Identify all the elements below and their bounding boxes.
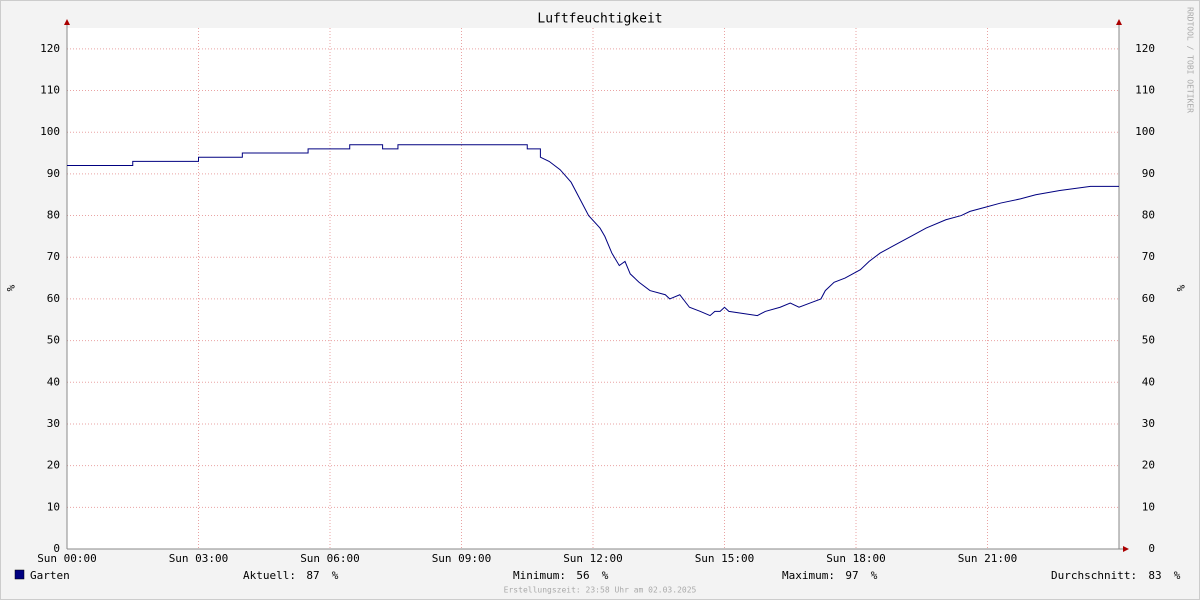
stat-unit: %: [871, 569, 878, 582]
stat-label: Aktuell:: [243, 569, 296, 582]
stat-label: Maximum:: [782, 569, 835, 582]
y-tick-label: 70: [47, 250, 60, 263]
y-tick-label: 80: [47, 209, 60, 222]
y2-tick-label: 40: [1142, 375, 1155, 388]
stat-value: 56: [576, 569, 589, 582]
plot-area: [67, 28, 1119, 549]
axis-arrow: [1123, 546, 1129, 552]
y-tick-label: 10: [47, 500, 60, 513]
x-tick-label: Sun 12:00: [563, 552, 623, 565]
x-tick-label: Sun 03:00: [169, 552, 229, 565]
y-axis-label: %: [4, 285, 17, 292]
y2-tick-label: 120: [1135, 42, 1155, 55]
y2-tick-label: 90: [1142, 167, 1155, 180]
y-tick-label: 20: [47, 459, 60, 472]
footer: Erstellungszeit: 23:58 Uhr am 02.03.2025: [504, 586, 697, 595]
y2-tick-label: 80: [1142, 209, 1155, 222]
watermark: RRDTOOL / TOBI OETIKER: [1186, 7, 1195, 113]
y-tick-label: 40: [47, 375, 60, 388]
stat-value: 97: [845, 569, 858, 582]
stat-label: Durchschnitt:: [1051, 569, 1137, 582]
y2-tick-label: 70: [1142, 250, 1155, 263]
x-tick-label: Sun 06:00: [300, 552, 360, 565]
x-tick-label: Sun 00:00: [37, 552, 97, 565]
x-tick-label: Sun 15:00: [695, 552, 755, 565]
axis-arrow: [64, 19, 70, 25]
axis-arrow: [1116, 19, 1122, 25]
y-tick-label: 50: [47, 334, 60, 347]
stat-unit: %: [1174, 569, 1181, 582]
x-tick-label: Sun 09:00: [432, 552, 492, 565]
y-tick-label: 120: [40, 42, 60, 55]
stat-label: Minimum:: [513, 569, 566, 582]
y-tick-label: 90: [47, 167, 60, 180]
data-line: [67, 144, 1119, 317]
x-tick-label: Sun 18:00: [826, 552, 886, 565]
stat-unit: %: [332, 569, 339, 582]
legend-swatch: [14, 569, 25, 580]
y2-tick-label: 0: [1148, 542, 1155, 555]
y2-tick-label: 20: [1142, 459, 1155, 472]
y-tick-label: 110: [40, 84, 60, 97]
y2-tick-label: 30: [1142, 417, 1155, 430]
stat-value: 83: [1148, 569, 1161, 582]
chart-title: Luftfeuchtigkeit: [537, 12, 662, 27]
y-tick-label: 30: [47, 417, 60, 430]
stat-value: 87: [306, 569, 319, 582]
y-tick-label: 100: [40, 125, 60, 138]
y2-tick-label: 50: [1142, 334, 1155, 347]
y2-tick-label: 10: [1142, 500, 1155, 513]
legend-label: Garten: [30, 569, 70, 582]
y-tick-label: 60: [47, 292, 60, 305]
y2-tick-label: 60: [1142, 292, 1155, 305]
x-tick-label: Sun 21:00: [958, 552, 1018, 565]
stat-unit: %: [602, 569, 609, 582]
y2-tick-label: 100: [1135, 125, 1155, 138]
y2-tick-label: 110: [1135, 84, 1155, 97]
y2-axis-label: %: [1174, 285, 1187, 292]
y-tick-label: 0: [53, 542, 60, 555]
